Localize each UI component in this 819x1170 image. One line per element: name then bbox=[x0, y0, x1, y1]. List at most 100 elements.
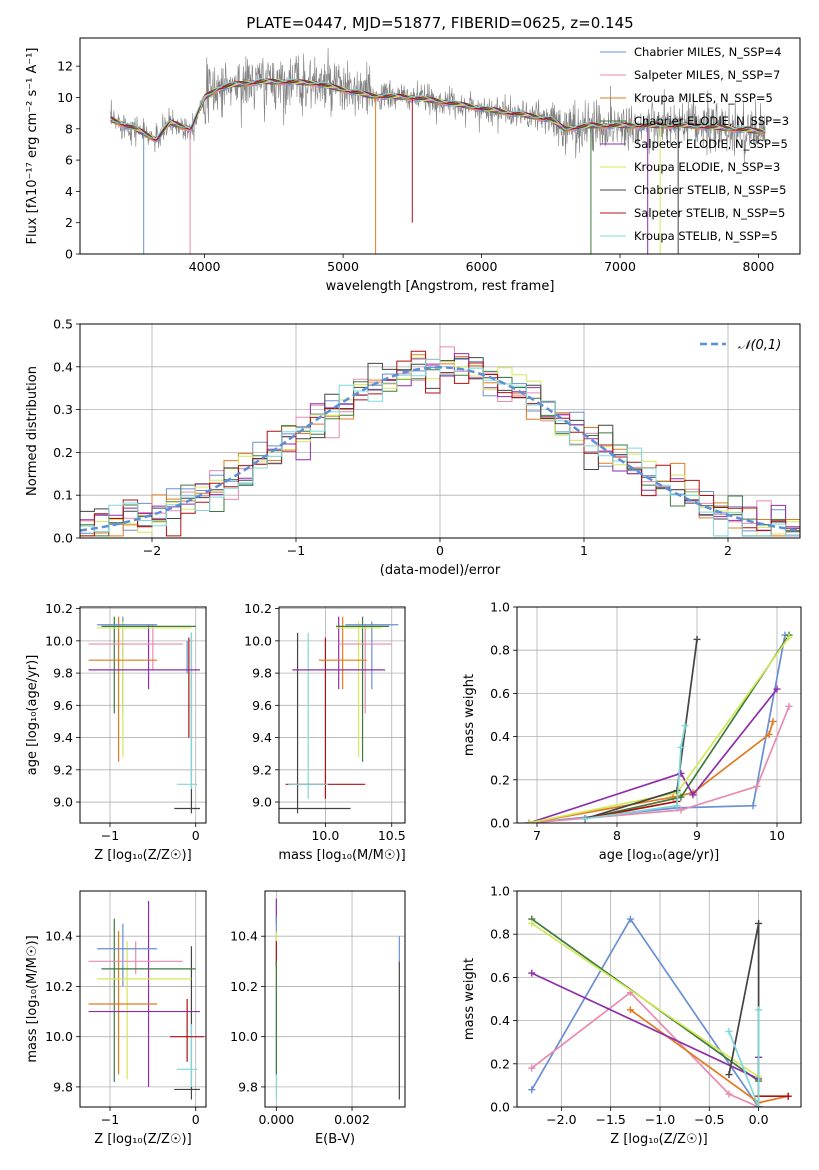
legend-label: 𝒩(0,1) bbox=[738, 338, 781, 353]
age_vs_Z-panel: −1 0 9.0 9.2 9.4 9.6 9.8 10.0 10.2 Z [log₁₀(Z/Z☉)… bbox=[25, 601, 207, 863]
data-point bbox=[773, 685, 781, 693]
y-tick-label: 0.2 bbox=[490, 1056, 510, 1071]
y-tick-label: 12 bbox=[57, 59, 73, 74]
series-line bbox=[528, 688, 778, 823]
model-spectrum bbox=[110, 78, 766, 140]
age_vs_mass-panel: 10.0 10.5 9.0 9.2 9.4 9.6 9.8 10.0 10.2 mass [log… bbox=[244, 601, 406, 863]
figure-title: PLATE=0447, MJD=51877, FIBERID=0625, z=0… bbox=[246, 14, 633, 32]
data-point bbox=[626, 915, 634, 923]
legend-label: Salpeter STELIB, N_SSP=5 bbox=[634, 206, 785, 220]
y-tick-label: 10.0 bbox=[45, 633, 73, 648]
axes-frame bbox=[79, 37, 801, 255]
data-point bbox=[673, 802, 681, 810]
data-point bbox=[725, 1071, 733, 1079]
y-tick-label: 0.6 bbox=[490, 970, 510, 985]
data-point bbox=[755, 919, 763, 927]
series-line bbox=[531, 972, 760, 1081]
y-tick-label: 10.2 bbox=[45, 979, 73, 994]
y-tick-label: 10.4 bbox=[230, 929, 258, 944]
data-point bbox=[677, 806, 685, 814]
y-tick-label: 9.4 bbox=[53, 730, 73, 745]
data-point bbox=[769, 717, 777, 725]
y-tick-label: 10.0 bbox=[230, 1029, 258, 1044]
y-tick-label: 0.0 bbox=[490, 816, 510, 831]
data-point bbox=[749, 802, 757, 810]
axes-frame bbox=[79, 606, 207, 824]
mass_vs_Z-panel: −1 0 9.8 10.0 10.2 10.4 Z [log₁₀(Z/Z☉)] mass [l… bbox=[25, 890, 207, 1147]
data-point bbox=[785, 702, 793, 710]
axes-frame bbox=[516, 606, 802, 824]
x-tick-label: 9 bbox=[693, 828, 701, 843]
y-axis-label: age [log₁₀(age/yr)] bbox=[25, 655, 40, 776]
data-point bbox=[689, 791, 697, 799]
x-tick-label: 0 bbox=[192, 828, 200, 843]
normal-curve bbox=[80, 366, 800, 532]
age_vs_mass-plot-area bbox=[279, 616, 399, 814]
data-point bbox=[753, 782, 761, 790]
x-tick-label: −1.5 bbox=[596, 1112, 626, 1127]
y-tick-label: 0.5 bbox=[53, 317, 73, 332]
y-tick-label: 0 bbox=[65, 247, 73, 262]
x-axis-label: Z [log₁₀(Z/Z☉)] bbox=[94, 848, 191, 863]
x-tick-label: 7000 bbox=[604, 259, 636, 274]
legend-label: Salpeter MILES, N_SSP=7 bbox=[634, 68, 780, 82]
spectrum-plot-area bbox=[110, 47, 766, 254]
y-tick-label: 9.8 bbox=[53, 666, 73, 681]
observed-spectrum bbox=[110, 47, 766, 164]
y-tick-label: 2 bbox=[65, 215, 73, 230]
y-tick-label: 9.8 bbox=[252, 666, 272, 681]
y-tick-label: 0.0 bbox=[53, 531, 73, 546]
series-line bbox=[531, 922, 760, 1078]
x-tick-label: 2 bbox=[724, 543, 732, 558]
model-spectrum bbox=[110, 78, 766, 141]
x-tick-label: −1.0 bbox=[645, 1112, 675, 1127]
y-tick-label: 10.2 bbox=[45, 601, 73, 616]
y-tick-label: 4 bbox=[65, 184, 73, 199]
x-tick-label: 10.5 bbox=[378, 828, 406, 843]
x-tick-label: 0 bbox=[192, 1112, 200, 1127]
x-tick-label: −2 bbox=[143, 543, 161, 558]
y-tick-label: 0.8 bbox=[490, 927, 510, 942]
residuals-panel: −2 −1 0 1 2 0.0 0.1 0.2 0.3 0.4 0.5 (data-model)/er… bbox=[25, 317, 801, 578]
histogram-step bbox=[80, 350, 800, 537]
y-tick-label: 10.2 bbox=[230, 979, 258, 994]
massweight_vs_Z-plot-area bbox=[528, 915, 792, 1107]
data-point bbox=[528, 1086, 536, 1094]
x-axis-label: mass [log₁₀(M/M☉)] bbox=[278, 848, 405, 863]
y-axis-label: mass [log₁₀(M/M☉)] bbox=[25, 935, 40, 1062]
x-tick-label: 8 bbox=[613, 828, 621, 843]
x-tick-label: −1 bbox=[101, 828, 119, 843]
mass_vs_EBV-plot-area bbox=[275, 898, 400, 1100]
y-tick-label: 10.0 bbox=[45, 1029, 73, 1044]
y-tick-label: 9.4 bbox=[252, 730, 272, 745]
data-point bbox=[755, 1006, 763, 1014]
y-axis-label: Flux [fλ10⁻¹⁷ erg cm⁻² s⁻¹ A⁻¹] bbox=[25, 48, 40, 245]
x-axis-label: Z [log₁₀(Z/Z☉)] bbox=[94, 1132, 191, 1147]
x-tick-label: 0.000 bbox=[258, 1112, 294, 1127]
x-tick-label: −2.0 bbox=[546, 1112, 576, 1127]
series-line bbox=[584, 634, 790, 820]
x-tick-label: −1 bbox=[101, 1112, 119, 1127]
y-tick-label: 10.4 bbox=[45, 929, 73, 944]
legend-label: Chabrier STELIB, N_SSP=5 bbox=[634, 183, 786, 197]
y-axis-label: Normed distribution bbox=[25, 366, 40, 496]
y-tick-label: 9.8 bbox=[53, 1079, 73, 1094]
x-tick-label: 4000 bbox=[189, 259, 221, 274]
y-tick-label: 0.0 bbox=[490, 1100, 510, 1115]
y-tick-label: 10.0 bbox=[244, 633, 272, 648]
data-point bbox=[785, 633, 793, 641]
axes-frame bbox=[516, 890, 802, 1108]
x-axis-label: wavelength [Angstrom, rest frame] bbox=[326, 279, 555, 294]
x-tick-label: 5000 bbox=[327, 259, 359, 274]
x-axis-label: age [log₁₀(age/yr)] bbox=[599, 848, 720, 863]
series-line bbox=[584, 639, 698, 820]
legend-label: Kroupa STELIB, N_SSP=5 bbox=[634, 229, 778, 243]
x-tick-label: 7 bbox=[533, 828, 541, 843]
data-point bbox=[765, 730, 773, 738]
axes-frame bbox=[264, 890, 406, 1108]
data-point bbox=[725, 1090, 733, 1098]
x-tick-label: 0.002 bbox=[334, 1112, 370, 1127]
y-tick-label: 6 bbox=[65, 153, 73, 168]
mass_vs_EBV-panel: 0.000 0.002 9.8 10.0 10.2 10.4 E(B-V) bbox=[230, 890, 406, 1147]
y-axis-label: mass weight bbox=[462, 674, 477, 756]
